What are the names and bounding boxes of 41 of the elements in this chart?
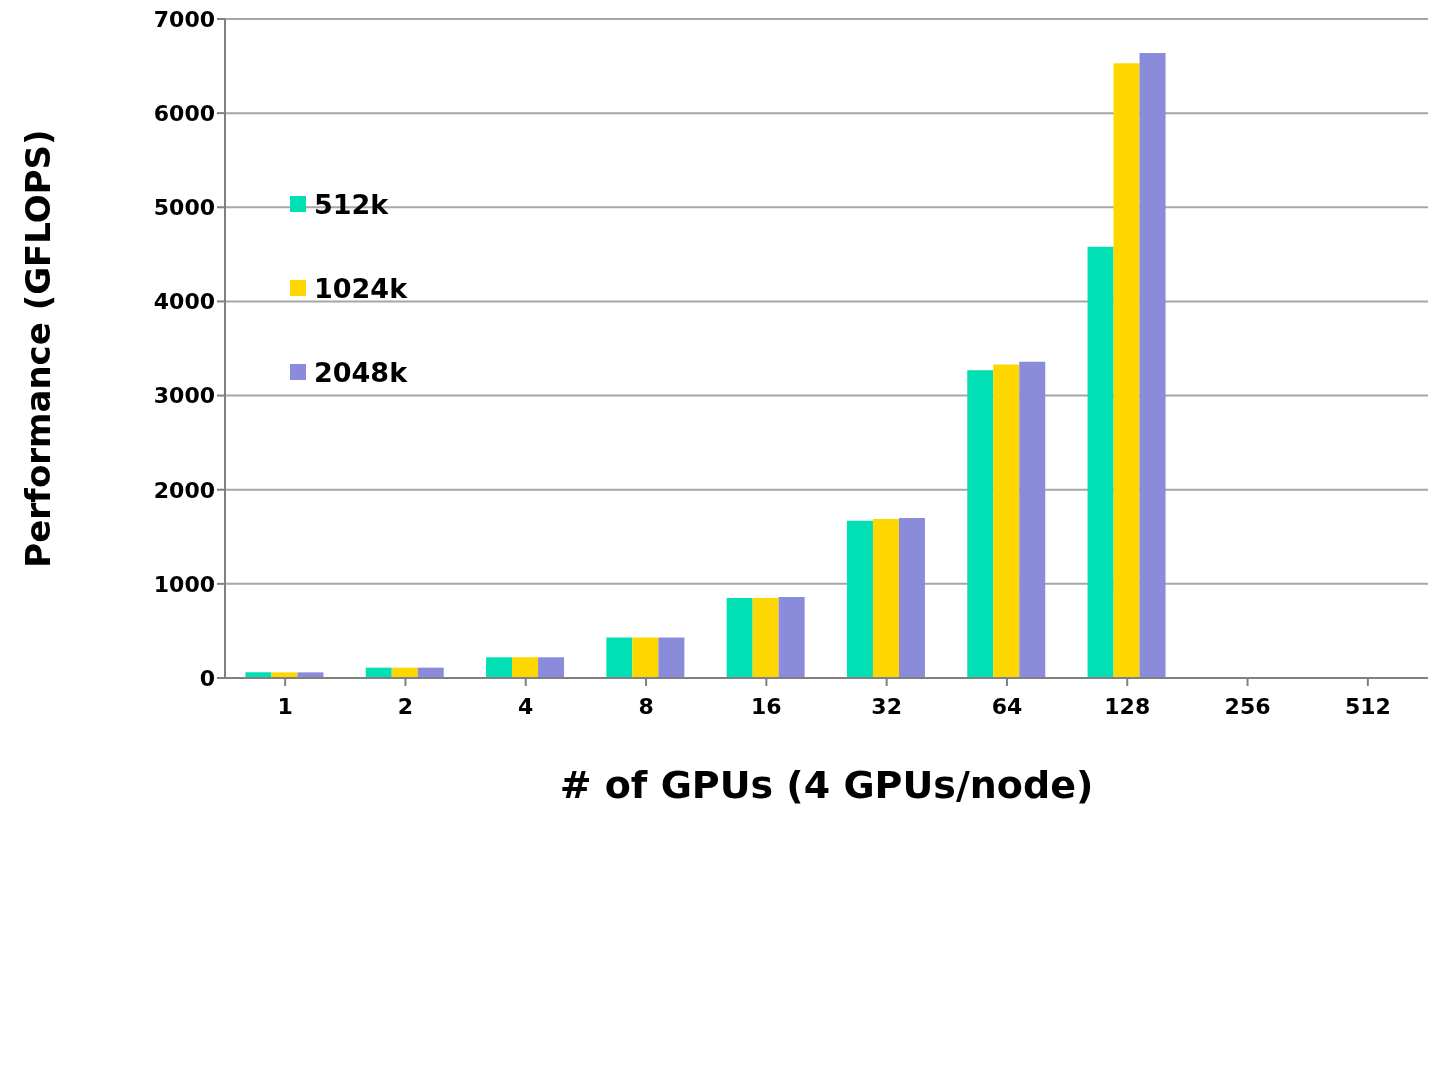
y-tick-label: 0 bbox=[199, 665, 215, 691]
bar bbox=[752, 597, 779, 678]
legend-label: 512k bbox=[314, 188, 389, 220]
x-tick-label: 32 bbox=[871, 693, 902, 719]
bar bbox=[538, 657, 565, 678]
bar bbox=[606, 637, 633, 678]
bar bbox=[778, 597, 805, 678]
bar bbox=[632, 637, 659, 678]
legend-label: 1024k bbox=[314, 272, 408, 304]
x-tick-label: 2 bbox=[397, 693, 414, 719]
y-tick-label: 5000 bbox=[153, 195, 215, 221]
y-tick-label: 6000 bbox=[153, 100, 215, 126]
y-axis-title: Performance (GFLOPS) bbox=[18, 129, 59, 568]
bar bbox=[1139, 52, 1166, 678]
x-tick-label: 4 bbox=[518, 693, 534, 719]
x-tick-label: 8 bbox=[638, 693, 654, 719]
y-tick-label: 4000 bbox=[153, 289, 215, 315]
bar bbox=[967, 370, 994, 678]
bar bbox=[512, 657, 539, 678]
legend-label: 2048k bbox=[314, 356, 408, 388]
bar bbox=[846, 520, 873, 678]
bar bbox=[726, 597, 753, 678]
bar bbox=[1019, 361, 1046, 678]
x-tick-label: 256 bbox=[1224, 693, 1271, 719]
y-tick-label: 3000 bbox=[153, 383, 215, 409]
bar bbox=[872, 518, 899, 678]
bar bbox=[1087, 246, 1114, 678]
bar bbox=[658, 637, 685, 678]
bar bbox=[898, 517, 925, 678]
y-tick-label: 1000 bbox=[153, 571, 215, 597]
bar bbox=[1113, 63, 1140, 678]
y-tick-label: 7000 bbox=[153, 6, 215, 32]
x-axis-title: # of GPUs (4 GPUs/node) bbox=[559, 763, 1094, 807]
x-tick-label: 64 bbox=[991, 693, 1023, 719]
bar bbox=[993, 364, 1020, 678]
x-tick-label: 512 bbox=[1344, 693, 1391, 719]
x-tick-label: 128 bbox=[1104, 693, 1151, 719]
y-tick-label: 2000 bbox=[153, 477, 215, 503]
bar bbox=[486, 657, 513, 678]
x-tick-label: 16 bbox=[751, 693, 782, 719]
x-tick-label: 1 bbox=[277, 693, 293, 719]
